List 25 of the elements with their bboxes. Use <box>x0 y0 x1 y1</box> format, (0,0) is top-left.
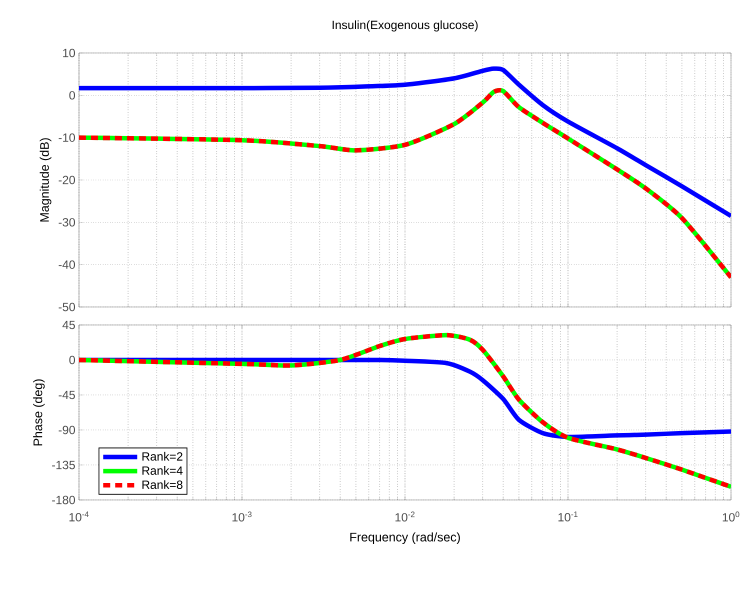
y-tick-label: -50 <box>58 302 76 312</box>
x-tick-label: 10$^{0}$ <box>722 512 740 522</box>
y-tick-label: -40 <box>58 260 76 269</box>
y-tick-label: -90 <box>58 426 76 434</box>
y-tick-label: -30 <box>58 218 76 227</box>
legend-label: Rank=2 <box>142 452 182 461</box>
x-tick-label: 10$^{-1}$ <box>558 512 578 522</box>
y-tick-label: -45 <box>58 390 75 400</box>
y-tick-label: -180 <box>52 496 76 504</box>
chart-title: Insulin(Exogenous glucose) <box>332 20 478 32</box>
y-tick-label: 45 <box>62 320 75 330</box>
legend-label: Rank=8 <box>142 480 182 489</box>
legend-label: Rank=4 <box>142 466 183 475</box>
y-tick-label: -20 <box>58 176 76 184</box>
x-tick-label: 10$^{-4}$ <box>69 512 89 522</box>
y-tick-label: -135 <box>52 460 75 470</box>
y-tick-label: -10 <box>58 133 76 142</box>
x-axis-title: Frequency (rad/sec) <box>350 532 460 544</box>
y-axis-title: Phase (deg) <box>33 379 45 446</box>
x-tick-label: 10$^{-3}$ <box>232 512 252 522</box>
y-tick-label: 10 <box>63 48 76 58</box>
y-tick-label: 0 <box>69 356 76 364</box>
y-tick-label: 0 <box>69 91 76 100</box>
x-tick-label: 10$^{-2}$ <box>395 512 415 522</box>
y-axis-title: Magnitude (dB) <box>40 138 52 222</box>
